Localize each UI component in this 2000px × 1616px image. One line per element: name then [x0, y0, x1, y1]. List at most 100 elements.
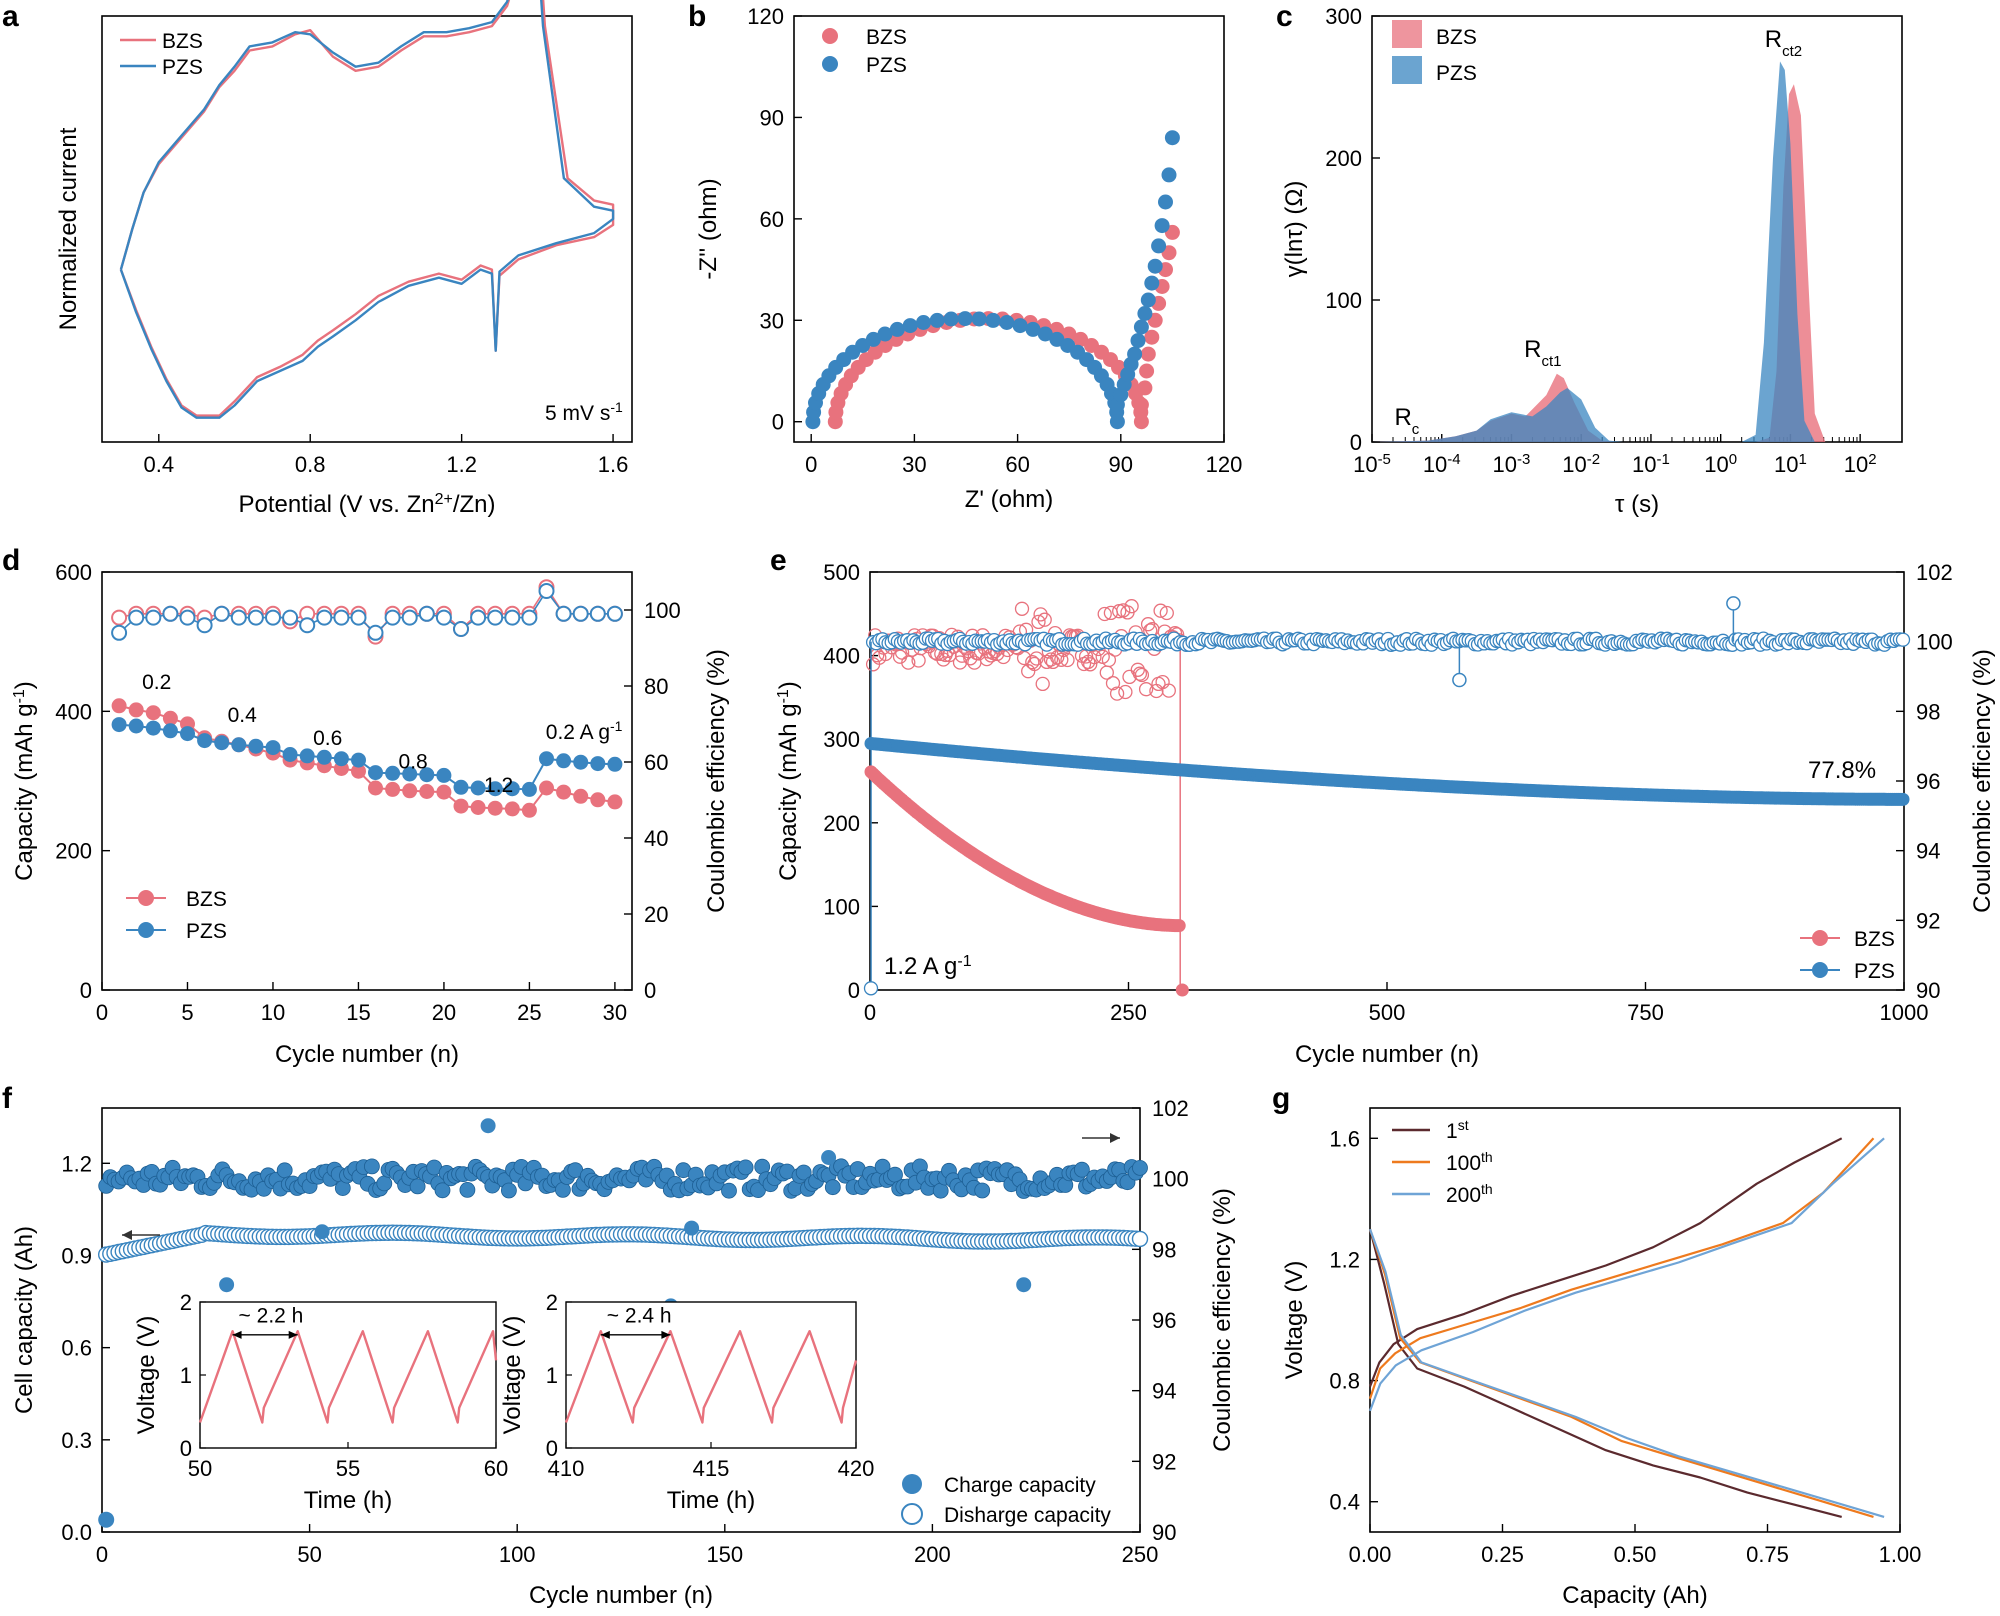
period-label: ~ 2.4 h	[607, 1304, 672, 1327]
nyquist-point-bzs	[1140, 346, 1156, 362]
axis-a-y-label: Normalized current	[55, 127, 82, 330]
axis-c-x-label: τ (s)	[1615, 491, 1659, 518]
ce-point-pzs	[470, 609, 487, 626]
ce-point-bzs	[1159, 605, 1174, 621]
capacity-point-bzs	[162, 710, 178, 726]
ce-point	[459, 1182, 476, 1198]
ce-point-pzs	[111, 624, 128, 641]
nyquist-point-pzs	[916, 315, 931, 330]
inset-y-tick-label: 1	[180, 1363, 192, 1388]
inset-frame	[199, 1301, 497, 1449]
ce-point-bzs	[901, 655, 916, 670]
axis-b-y-label: -Z'' (ohm)	[695, 178, 722, 279]
axis-f-y2-tick-label: 100	[1152, 1167, 1189, 1192]
ce-point-bzs	[1153, 603, 1168, 618]
legend-bzs-label: BZS	[162, 30, 203, 53]
axis-f-x-tick-label: 250	[1122, 1542, 1159, 1567]
charge-first-point	[98, 1511, 115, 1528]
drt-annotation: Rc	[1394, 404, 1419, 438]
axis-d-y2-tick-label: 20	[644, 902, 668, 927]
nyquist-point-pzs	[971, 311, 987, 327]
capacity-point-pzs	[436, 767, 452, 783]
axis-e-x-label: Cycle number (n)	[1295, 1041, 1479, 1068]
ce-point-pzs	[230, 609, 247, 626]
voltage-profile	[198, 1330, 498, 1424]
legend-charge-marker	[902, 1474, 922, 1494]
ce-point-pzs	[162, 605, 179, 622]
legend-cycle-suffix: th	[1481, 1149, 1493, 1165]
ce-point-pzs	[282, 609, 299, 626]
legend-cycle-label: 100th	[1446, 1149, 1493, 1175]
ce-point-pzs	[299, 617, 316, 634]
tick-base: 10	[1353, 452, 1377, 477]
rate-value: 0.2 A g	[546, 721, 610, 744]
axis-d-y-label: Capacity (mAh g-1)	[11, 681, 39, 881]
rate-label: 1.2	[484, 774, 513, 797]
legend-bzs-marker	[1812, 930, 1828, 946]
ce-point-bzs	[1014, 601, 1030, 616]
ce-point-pzs	[128, 609, 145, 626]
ce-point-bzs	[1140, 617, 1156, 632]
drt-annotation: Rct1	[1524, 336, 1561, 370]
arrow-right-head	[1110, 1133, 1120, 1143]
axis-e-y-label: Capacity (mAh g-1)	[775, 681, 803, 881]
axis-g-y-tick-label: 1.2	[1329, 1247, 1360, 1272]
axis-c-y-tick-label: 100	[1325, 288, 1362, 313]
ce-point-pzs	[196, 617, 213, 634]
legend-pzs-marker	[822, 56, 838, 72]
tick-exp: -2	[1587, 451, 1600, 468]
axis-a-x-tick-label: 0.8	[295, 452, 326, 477]
ce-point	[376, 1175, 393, 1192]
nyquist-point-bzs	[877, 338, 893, 353]
axis-c-y-label: γ(lnτ) (Ω)	[1281, 181, 1308, 278]
capacity-point-pzs	[248, 738, 264, 754]
tick-base: 10	[1774, 452, 1798, 477]
legend-pzs-swatch	[1392, 56, 1422, 84]
nyquist-point-bzs	[1137, 380, 1153, 396]
panel-label-b: b	[688, 0, 706, 33]
axis-d-y2-tick-label: 60	[644, 750, 668, 775]
ce-outlier-point	[480, 1118, 496, 1134]
discharge-curve-1	[1368, 1228, 1842, 1518]
axis-g-y-tick-label: 0.4	[1329, 1490, 1360, 1515]
period-label: ~ 2.2 h	[239, 1304, 304, 1327]
legend-pzs-label: PZS	[186, 920, 227, 943]
nyquist-point-pzs	[957, 311, 973, 327]
tick-exp: -4	[1447, 451, 1460, 468]
panel-label-f: f	[2, 1082, 13, 1115]
capacity-point-pzs	[590, 756, 606, 772]
capacity-point-pzs	[453, 779, 469, 795]
capacity-point-bzs	[607, 794, 623, 810]
charge-curve-200	[1368, 1137, 1885, 1412]
inset-y-tick-label: 0	[546, 1436, 558, 1461]
axis-f-y-tick-label: 0.3	[61, 1428, 92, 1453]
axis-a-x-tick-label: 0.4	[143, 452, 174, 477]
axis-e-y2-tick-label: 98	[1916, 699, 1940, 724]
axis-e-y-tick-label: 400	[823, 644, 860, 669]
axis-b-x-tick-label: 120	[1206, 452, 1243, 477]
capacity-point-bzs	[1172, 919, 1186, 933]
axis-e-x-tick-label: 250	[1110, 1000, 1147, 1025]
capacity-point-pzs	[521, 781, 537, 797]
capacity-point-pzs	[265, 740, 281, 756]
rate-annotation: 1.2 A g-1	[884, 953, 972, 981]
ce-point-pzs	[538, 583, 555, 599]
ce-point-pzs	[863, 981, 879, 996]
ce-point-pzs	[350, 609, 367, 626]
ce-point-bzs	[1043, 652, 1059, 667]
capacity-point-bzs	[521, 802, 537, 818]
ce-point-pzs	[316, 609, 333, 626]
chart-a: 0.4 0.8 1.2 1.6 BZS PZS 5 mV s-1 Potential …	[55, 0, 633, 519]
nyquist-point-pzs	[1147, 258, 1163, 274]
axis-a-x-label: Potential (V vs. Zn2+/Zn)	[239, 491, 496, 519]
ce-outlier-point	[1452, 672, 1467, 688]
nyquist-point-pzs	[877, 326, 893, 342]
ce-point-bzs	[1025, 655, 1040, 670]
ce-point-bzs	[1033, 607, 1048, 622]
legend-bzs-marker	[138, 890, 154, 906]
rate-value: 0.6	[313, 727, 342, 750]
panel-label-a: a	[2, 0, 19, 33]
chart-g: 0.00 0.25 0.50 0.75 1.00 0.4 0.8 1.2 1.6 1st 100t…	[1281, 1107, 1921, 1609]
nyquist-point-pzs	[1037, 326, 1053, 342]
ce-point-bzs	[1134, 667, 1150, 683]
